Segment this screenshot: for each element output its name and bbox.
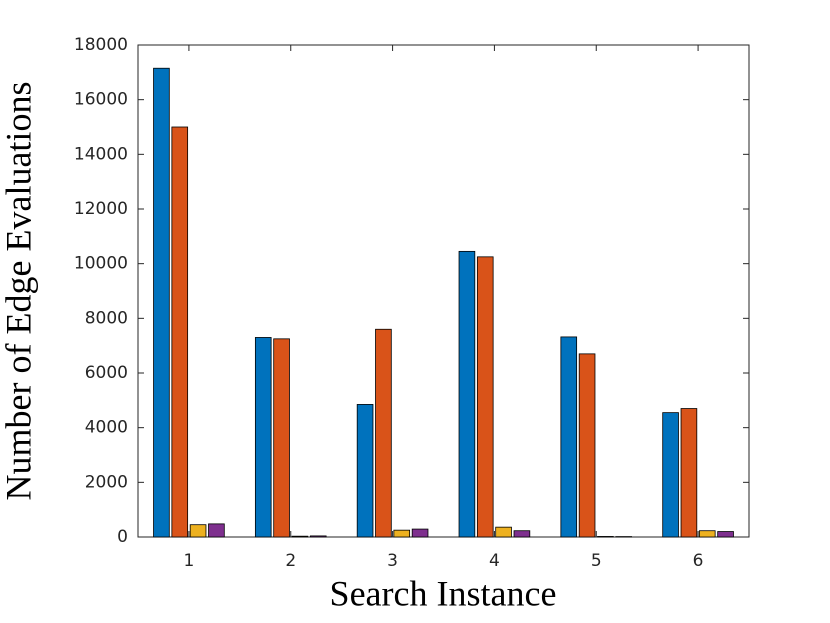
y-tick-label: 18000 (74, 35, 128, 55)
bar (356, 404, 374, 538)
y-tick-label: 10000 (74, 254, 128, 274)
y-tick-label: 2000 (85, 472, 128, 492)
bar (171, 126, 189, 538)
bar (208, 523, 225, 538)
bar (597, 536, 614, 538)
bar (254, 337, 272, 538)
x-axis-label: Search Instance (330, 573, 557, 613)
bar (698, 530, 716, 538)
bar (153, 67, 170, 538)
y-tick-label: 16000 (74, 90, 128, 110)
x-tick-label: 2 (285, 551, 296, 571)
x-tick-label: 6 (693, 551, 704, 571)
bar (291, 535, 309, 538)
bar (717, 531, 734, 538)
bar (560, 336, 578, 538)
bar (662, 412, 679, 538)
bar (680, 408, 698, 538)
y-tick-label: 6000 (85, 363, 128, 383)
plot-frame (137, 44, 750, 538)
bar (458, 250, 476, 538)
bar (309, 535, 327, 538)
y-axis-label: Number of Edge Evaluations (0, 82, 38, 501)
x-tick-label: 4 (489, 551, 500, 571)
bar (513, 530, 531, 538)
bar (273, 338, 290, 538)
bar (476, 256, 494, 538)
y-tick-label: 12000 (74, 199, 128, 219)
bar (393, 529, 411, 538)
bar (578, 353, 596, 538)
x-tick-label: 1 (184, 551, 195, 571)
x-tick-label: 5 (591, 551, 602, 571)
bar (495, 526, 512, 538)
x-tick-label: 3 (387, 551, 398, 571)
y-tick-label: 4000 (85, 418, 128, 438)
bar (189, 524, 207, 538)
bar (411, 528, 429, 538)
bar (375, 328, 392, 538)
y-tick-label: 14000 (74, 144, 128, 164)
y-tick-label: 8000 (85, 308, 128, 328)
y-tick-label: 0 (117, 527, 128, 547)
